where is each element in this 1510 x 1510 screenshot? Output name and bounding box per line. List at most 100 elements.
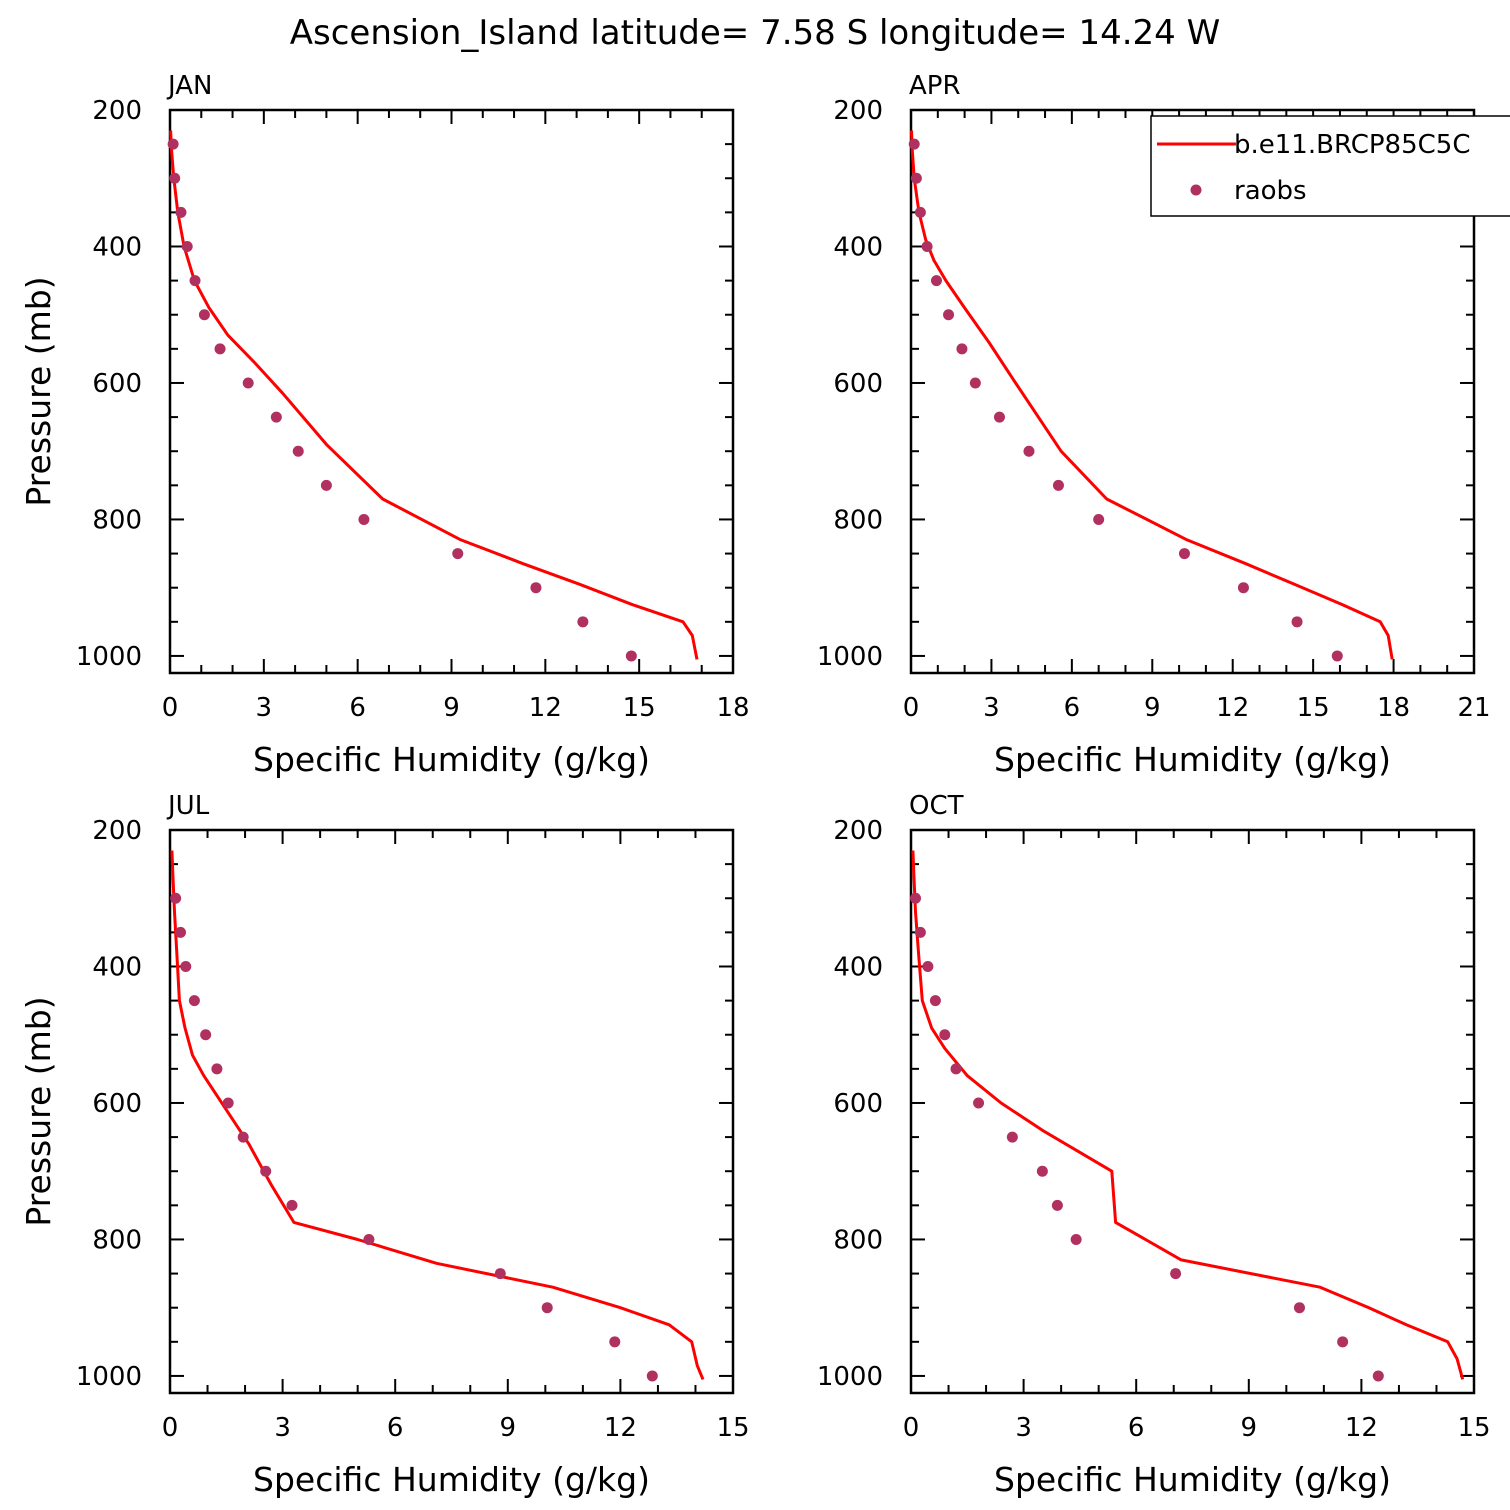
y-tick-label: 400 — [833, 952, 883, 982]
y-tick-label: 200 — [92, 816, 142, 846]
data-point-raobs — [237, 1131, 249, 1143]
legend-label-model: b.e11.BRCP85C5C — [1234, 130, 1471, 160]
data-point-raobs — [609, 1336, 621, 1348]
data-point-raobs — [1051, 1199, 1063, 1211]
data-point-raobs — [541, 1302, 553, 1314]
data-point-raobs — [530, 582, 542, 594]
x-tick-label: 3 — [983, 693, 1000, 723]
data-point-raobs — [1052, 479, 1064, 491]
data-point-raobs — [320, 479, 332, 491]
y-tick-label: 800 — [92, 1225, 142, 1255]
data-point-raobs — [577, 616, 589, 628]
panel-apr: 0 3 6 9 12 15 18 21 200 400 600 800 1000 APR Specific … — [817, 71, 1491, 779]
data-point-raobs — [175, 206, 187, 218]
data-point-raobs — [921, 240, 933, 252]
x-tick-label: 3 — [256, 693, 273, 723]
plot-frame — [909, 828, 1476, 1395]
data-point-raobs — [494, 1268, 506, 1280]
data-point-raobs — [914, 206, 926, 218]
data-point-raobs — [943, 309, 955, 321]
data-point-raobs — [169, 172, 181, 184]
y-tick-label: 600 — [833, 1089, 883, 1119]
data-point-raobs — [200, 1029, 212, 1041]
data-point-raobs — [910, 172, 922, 184]
data-point-raobs — [910, 892, 922, 904]
data-point-raobs — [1331, 650, 1343, 662]
y-tick-label: 200 — [833, 96, 883, 126]
y-tick-label: 1000 — [76, 1362, 142, 1392]
y-tick-label: 600 — [833, 369, 883, 399]
data-point-raobs — [260, 1165, 272, 1177]
x-tick-label: 6 — [1064, 693, 1081, 723]
legend-label-raobs: raobs — [1234, 176, 1307, 206]
x-tick-label: 12 — [1216, 693, 1249, 723]
data-point-raobs — [1178, 548, 1190, 560]
x-axis-label: Specific Humidity (g/kg) — [253, 740, 650, 779]
x-tick-label: 18 — [716, 693, 749, 723]
x-tick-label: 12 — [604, 1413, 637, 1443]
data-point-raobs — [181, 240, 193, 252]
data-point-raobs — [358, 513, 370, 525]
x-axis-label: Specific Humidity (g/kg) — [994, 740, 1391, 779]
data-point-raobs — [214, 343, 226, 355]
data-point-raobs — [1337, 1336, 1349, 1348]
data-point-raobs — [189, 275, 201, 287]
y-tick-label: 200 — [92, 96, 142, 126]
data-point-raobs — [1237, 582, 1249, 594]
y-tick-label: 800 — [92, 505, 142, 535]
y-tick-label: 600 — [92, 369, 142, 399]
data-point-raobs — [939, 1029, 951, 1041]
x-tick-label: 6 — [349, 693, 366, 723]
data-point-raobs — [1293, 1302, 1305, 1314]
x-tick-label: 15 — [1297, 693, 1330, 723]
x-tick-label: 6 — [387, 1413, 404, 1443]
x-tick-label: 9 — [1241, 1413, 1258, 1443]
panel-label: JAN — [166, 71, 212, 101]
data-point-raobs — [646, 1370, 658, 1382]
data-point-raobs — [170, 892, 182, 904]
x-tick-label: 0 — [162, 693, 179, 723]
x-tick-label: 3 — [1015, 1413, 1032, 1443]
x-tick-label: 12 — [1345, 1413, 1378, 1443]
data-point-raobs — [180, 960, 192, 972]
x-tick-label: 9 — [443, 693, 460, 723]
y-axis-label: Pressure (mb) — [19, 276, 58, 506]
data-point-raobs — [914, 926, 926, 938]
plot-frame — [168, 828, 735, 1395]
panel-label: OCT — [909, 791, 964, 821]
data-point-raobs — [1372, 1370, 1384, 1382]
x-tick-label: 15 — [1457, 1413, 1490, 1443]
x-tick-label: 6 — [1128, 1413, 1145, 1443]
data-point-raobs — [1006, 1131, 1018, 1143]
data-point-raobs — [1070, 1233, 1082, 1245]
series-line-model — [169, 130, 699, 660]
data-point-raobs — [242, 377, 254, 389]
legend: b.e11.BRCP85C5C raobs — [1150, 115, 1510, 217]
y-tick-label: 200 — [833, 816, 883, 846]
data-point-raobs — [270, 411, 282, 423]
data-point-raobs — [950, 1063, 962, 1075]
x-tick-label: 15 — [623, 693, 656, 723]
x-axis-label: Specific Humidity (g/kg) — [253, 1460, 650, 1499]
data-point-raobs — [188, 995, 200, 1007]
data-point-raobs — [993, 411, 1005, 423]
data-point-raobs — [973, 1097, 985, 1109]
series-line-model — [911, 850, 1465, 1380]
y-tick-label: 600 — [92, 1089, 142, 1119]
y-tick-label: 1000 — [817, 1362, 883, 1392]
y-tick-label: 800 — [833, 505, 883, 535]
data-point-raobs — [969, 377, 981, 389]
x-tick-label: 0 — [903, 693, 920, 723]
data-point-raobs — [198, 309, 210, 321]
x-tick-label: 0 — [162, 1413, 179, 1443]
data-point-raobs — [922, 960, 934, 972]
data-point-raobs — [167, 138, 179, 150]
y-tick-label: 800 — [833, 1225, 883, 1255]
series-line-model — [170, 850, 705, 1380]
panel-label: APR — [909, 71, 961, 101]
data-point-raobs — [929, 995, 941, 1007]
y-tick-label: 1000 — [817, 642, 883, 672]
data-point-raobs — [292, 445, 304, 457]
figure-title: Ascension_Island latitude= 7.58 S longit… — [290, 13, 1221, 53]
x-axis-label: Specific Humidity (g/kg) — [994, 1460, 1391, 1499]
